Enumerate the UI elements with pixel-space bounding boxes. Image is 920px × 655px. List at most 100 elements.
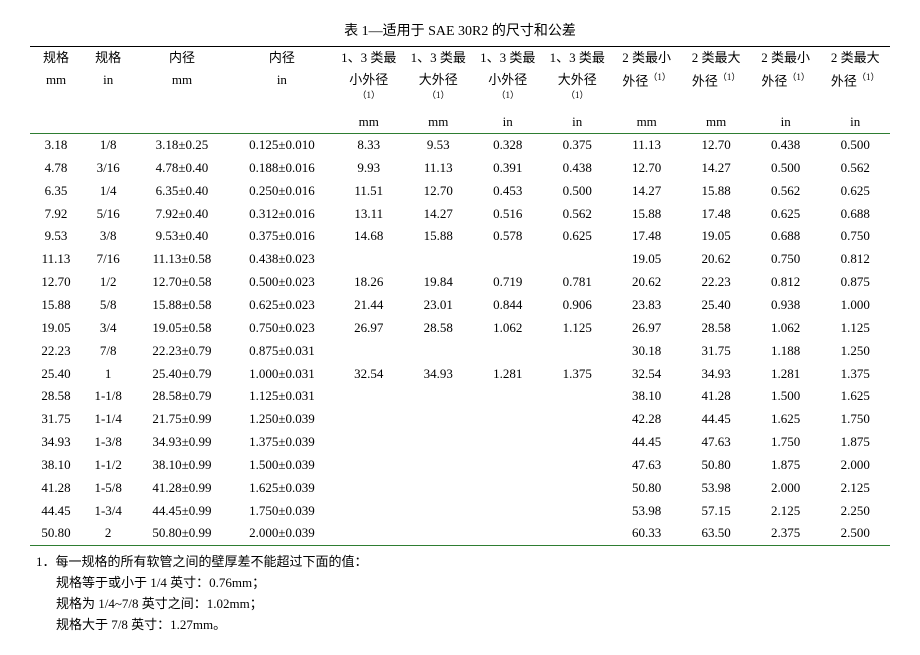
table-cell: 0.375±0.016	[230, 225, 334, 248]
table-cell: 1.281	[473, 363, 542, 386]
table-row: 3.181/83.18±0.250.125±0.0108.339.530.328…	[30, 134, 890, 157]
table-cell: 1.250	[820, 340, 890, 363]
table-cell: 4.78±0.40	[134, 157, 230, 180]
col-header	[134, 111, 230, 134]
table-cell	[542, 431, 611, 454]
table-cell: 34.93	[403, 363, 472, 386]
table-cell: 1-1/8	[82, 385, 134, 408]
table-cell: 0.781	[542, 271, 611, 294]
table-cell: 28.58	[681, 317, 750, 340]
table-cell: 32.54	[334, 363, 403, 386]
table-body: 3.181/83.18±0.250.125±0.0108.339.530.328…	[30, 134, 890, 546]
table-cell: 17.48	[681, 203, 750, 226]
table-cell: 1-3/8	[82, 431, 134, 454]
table-cell: 1.062	[473, 317, 542, 340]
note-line: 1．每一规格的所有软管之间的壁厚差不能超过下面的值：	[36, 552, 890, 573]
table-cell: 44.45	[612, 431, 681, 454]
table-cell	[334, 522, 403, 545]
col-header: mm	[612, 111, 681, 134]
table-cell: 0.312±0.016	[230, 203, 334, 226]
col-header: 1、3 类最	[542, 47, 611, 70]
table-cell: 0.453	[473, 180, 542, 203]
table-cell	[542, 500, 611, 523]
table-title: 表 1—适用于 SAE 30R2 的尺寸和公差	[30, 20, 890, 40]
table-cell	[403, 340, 472, 363]
table-cell: 0.516	[473, 203, 542, 226]
table-cell	[473, 385, 542, 408]
col-header: 1、3 类最	[473, 47, 542, 70]
table-notes: 1．每一规格的所有软管之间的壁厚差不能超过下面的值： 规格等于或小于 1/4 英…	[30, 552, 890, 635]
table-cell	[334, 431, 403, 454]
table-cell: 1.750	[751, 431, 820, 454]
table-cell: 18.26	[334, 271, 403, 294]
table-row: 22.237/822.23±0.790.875±0.03130.1831.751…	[30, 340, 890, 363]
table-cell	[542, 340, 611, 363]
table-cell: 0.500	[751, 157, 820, 180]
table-row: 9.533/89.53±0.400.375±0.01614.6815.880.5…	[30, 225, 890, 248]
table-cell: 0.844	[473, 294, 542, 317]
table-row: 12.701/212.70±0.580.500±0.02318.2619.840…	[30, 271, 890, 294]
table-cell: 11.13	[30, 248, 82, 271]
table-cell: 3.18±0.25	[134, 134, 230, 157]
table-cell: 34.93	[30, 431, 82, 454]
col-header: mm	[403, 111, 472, 134]
table-cell	[403, 477, 472, 500]
table-cell: 0.812	[820, 248, 890, 271]
table-cell: 63.50	[681, 522, 750, 545]
table-cell	[473, 522, 542, 545]
table-row: 41.281-5/841.28±0.991.625±0.03950.8053.9…	[30, 477, 890, 500]
table-cell: 6.35	[30, 180, 82, 203]
table-cell	[542, 385, 611, 408]
table-cell: 53.98	[681, 477, 750, 500]
table-cell: 1.375	[542, 363, 611, 386]
table-cell: 32.54	[612, 363, 681, 386]
table-cell	[473, 431, 542, 454]
table-cell: 0.688	[820, 203, 890, 226]
table-cell: 0.438	[542, 157, 611, 180]
table-cell: 0.578	[473, 225, 542, 248]
table-cell: 0.875	[820, 271, 890, 294]
table-cell: 7/16	[82, 248, 134, 271]
table-cell: 0.688	[751, 225, 820, 248]
table-cell: 19.05	[612, 248, 681, 271]
table-cell: 7.92±0.40	[134, 203, 230, 226]
table-cell: 50.80	[30, 522, 82, 545]
table-row: 7.925/167.92±0.400.312±0.01613.1114.270.…	[30, 203, 890, 226]
table-cell: 5/16	[82, 203, 134, 226]
table-cell: 25.40±0.79	[134, 363, 230, 386]
col-header: 1、3 类最	[403, 47, 472, 70]
table-cell: 19.05±0.58	[134, 317, 230, 340]
table-cell: 1.500±0.039	[230, 454, 334, 477]
table-row: 11.137/1611.13±0.580.438±0.02319.0520.62…	[30, 248, 890, 271]
table-cell: 28.58	[30, 385, 82, 408]
table-cell: 2	[82, 522, 134, 545]
table-cell: 9.53	[403, 134, 472, 157]
col-header: 2 类最大	[820, 47, 890, 70]
table-cell: 15.88	[612, 203, 681, 226]
col-header: in	[751, 111, 820, 134]
table-cell: 0.562	[542, 203, 611, 226]
table-cell: 3/16	[82, 157, 134, 180]
col-header: in	[82, 69, 134, 111]
col-header: mm	[30, 69, 82, 111]
table-cell: 0.625	[542, 225, 611, 248]
col-header: 大外径（1）	[403, 69, 472, 111]
table-cell: 42.28	[612, 408, 681, 431]
table-cell: 44.45	[30, 500, 82, 523]
table-cell	[473, 477, 542, 500]
table-cell	[473, 340, 542, 363]
col-header: 大外径（1）	[542, 69, 611, 111]
col-header: 小外径（1）	[473, 69, 542, 111]
col-header: 2 类最小	[612, 47, 681, 70]
table-cell: 0.906	[542, 294, 611, 317]
table-cell: 0.719	[473, 271, 542, 294]
table-cell	[473, 248, 542, 271]
table-cell: 0.125±0.010	[230, 134, 334, 157]
col-header: mm	[681, 111, 750, 134]
table-cell: 25.40	[30, 363, 82, 386]
table-cell: 20.62	[612, 271, 681, 294]
table-cell: 41.28±0.99	[134, 477, 230, 500]
table-cell: 0.250±0.016	[230, 180, 334, 203]
table-cell: 1.062	[751, 317, 820, 340]
table-row: 4.783/164.78±0.400.188±0.0169.9311.130.3…	[30, 157, 890, 180]
